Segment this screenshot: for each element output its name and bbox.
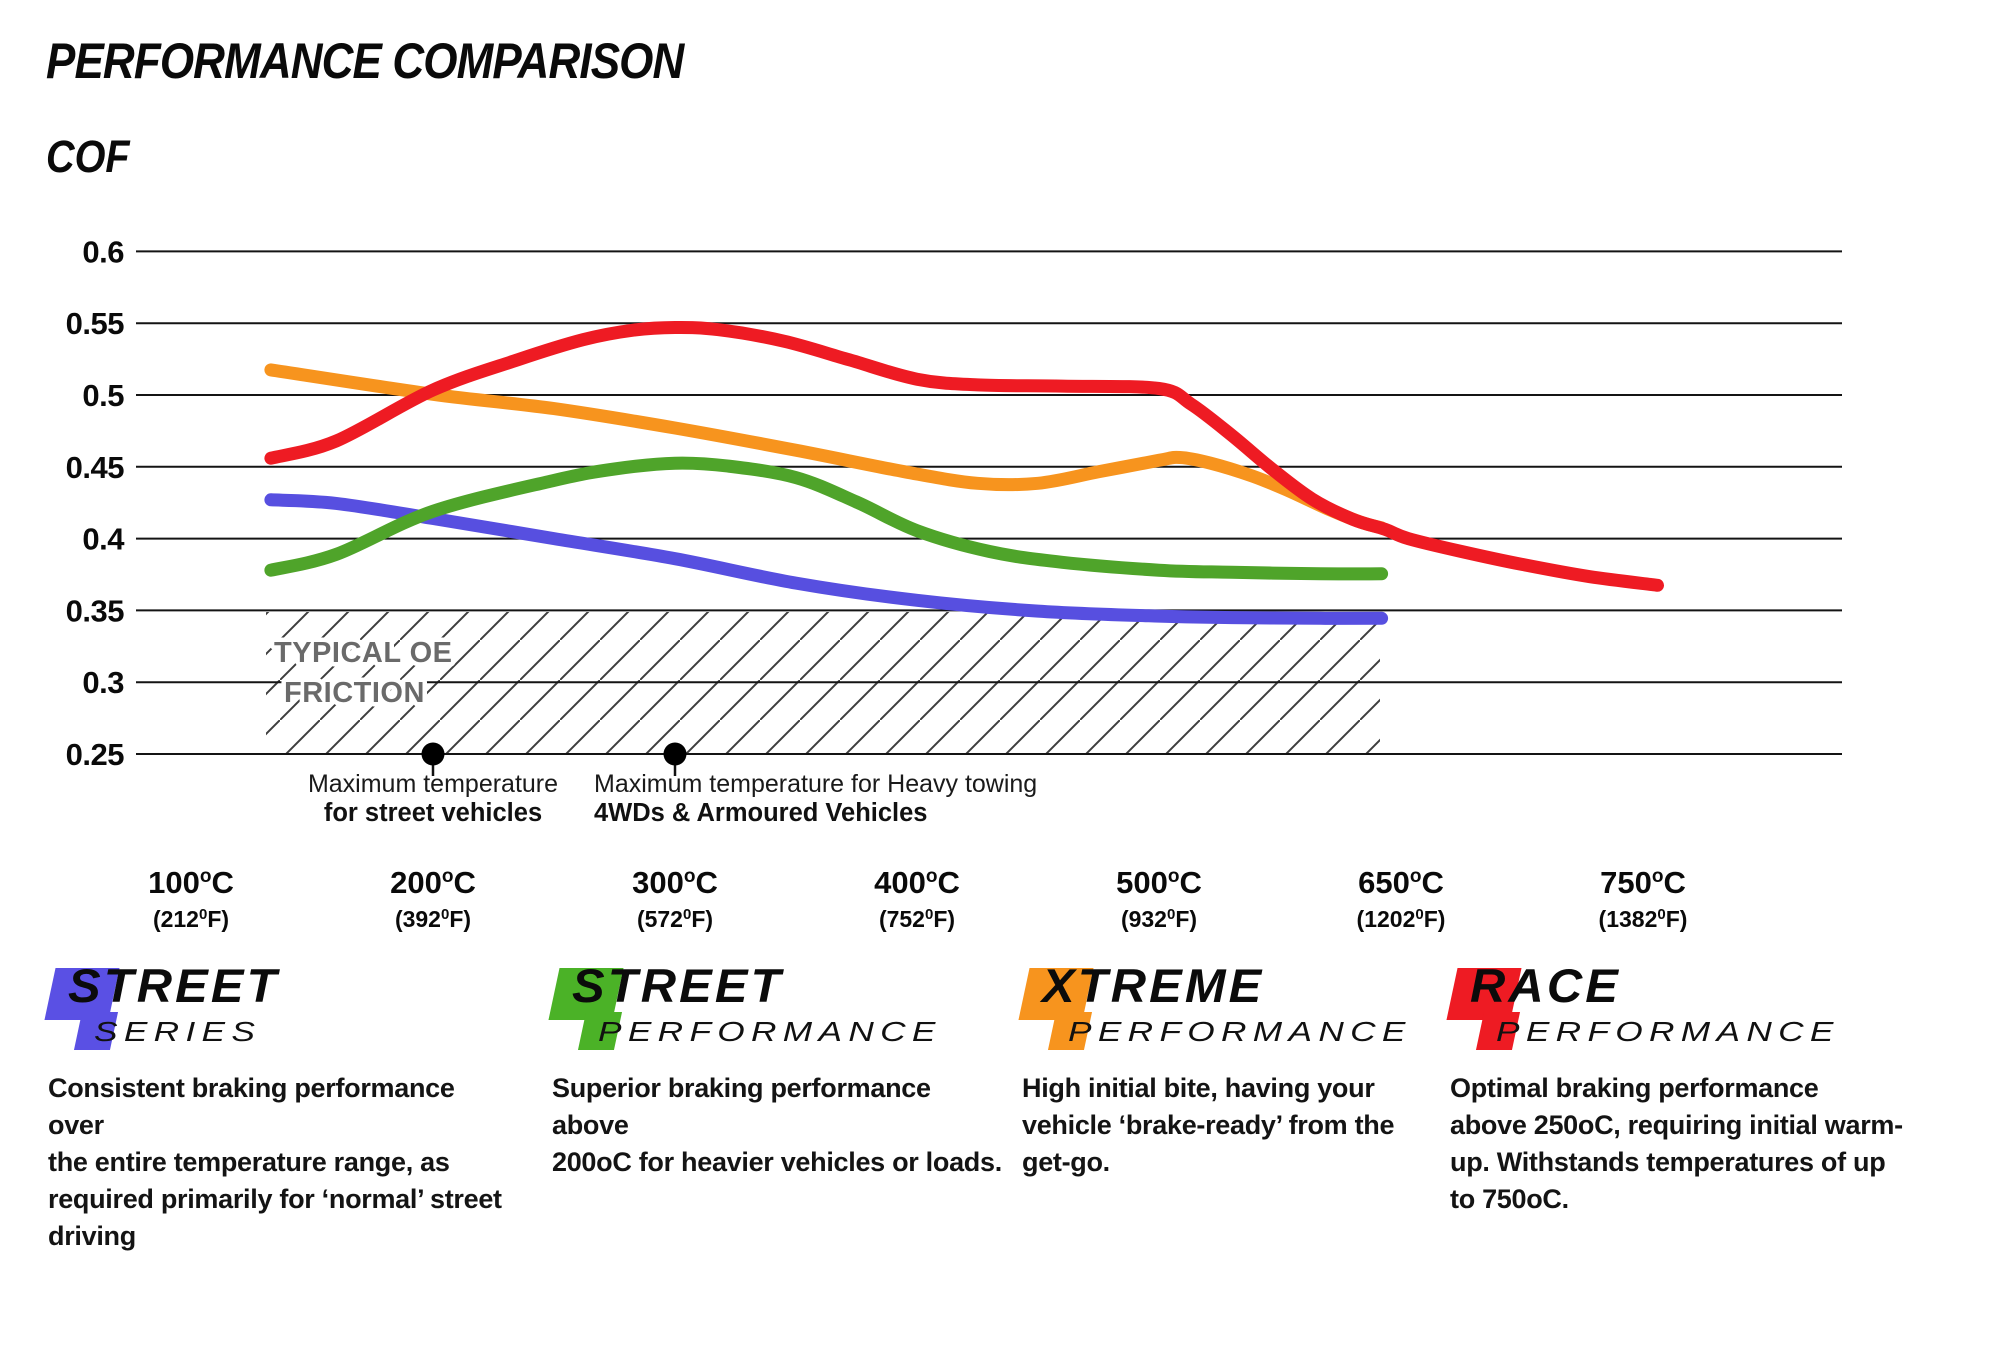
x-tick-label-celsius: 400oC (874, 865, 960, 900)
marker-annotation-line1: Maximum temperature (308, 770, 558, 798)
legend-subtitle: PERFORMANCE (598, 1016, 942, 1047)
legend-description: High initial bite, having your vehicle ‘… (1022, 1073, 1395, 1177)
y-tick-label: 0.4 (82, 522, 125, 557)
y-tick-label: 0.55 (66, 306, 125, 341)
legend-title: STREET (68, 959, 280, 1012)
x-tick-label-fahrenheit: (2120F) (153, 906, 229, 932)
y-axis-title: COF (46, 131, 130, 182)
x-tick-label-celsius: 750oC (1600, 865, 1686, 900)
legend-item-street-series: STREET SERIES Consistent braking perform… (44, 962, 526, 1255)
x-tick-label-fahrenheit: (7520F) (879, 906, 955, 932)
x-tick-label-celsius: 200oC (390, 865, 476, 900)
y-tick-label: 0.35 (66, 593, 125, 628)
legend-item-street-performance: STREET PERFORMANCE Superior braking perf… (548, 962, 1030, 1181)
x-tick-label-celsius: 650oC (1358, 865, 1444, 900)
y-tick-label: 0.5 (82, 378, 124, 413)
legend-description: Optimal braking performance above 250oC,… (1450, 1073, 1903, 1214)
x-tick-label-fahrenheit: (12020F) (1357, 906, 1446, 932)
x-tick-label-fahrenheit: (3920F) (395, 906, 471, 932)
y-tick-label: 0.25 (66, 737, 125, 772)
race-performance-logo: RACE PERFORMANCE (1446, 962, 1928, 1064)
cof-line-chart: 0.6 0.55 0.5 0.45 0.4 0.35 0.3 0.25 TYPICAL OE FR… (66, 234, 1842, 932)
legend-description: Superior braking performance above 200oC… (552, 1073, 1002, 1177)
x-tick-label-fahrenheit: (5720F) (637, 906, 713, 932)
x-tick-label-celsius: 500oC (1116, 865, 1202, 900)
curve-race-performance (264, 320, 1664, 592)
marker-dot (421, 742, 445, 766)
curve-street-performance (264, 456, 1389, 581)
curve-street-series (264, 493, 1389, 625)
y-tick-label: 0.6 (82, 234, 124, 269)
legend-item-xtreme-performance: XTREME PERFORMANCE High initial bite, ha… (1018, 962, 1500, 1181)
y-tick-label: 0.45 (66, 450, 125, 485)
xtreme-performance-logo: XTREME PERFORMANCE (1018, 962, 1500, 1064)
marker-dot (663, 742, 687, 766)
x-tick-label-celsius: 100oC (148, 865, 234, 900)
typical-oe-friction-label: FRICTION (284, 677, 425, 709)
legend-item-race-performance: RACE PERFORMANCE Optimal braking perform… (1446, 962, 1928, 1218)
typical-oe-friction-label: TYPICAL OE (274, 637, 453, 669)
marker-annotation-line2: 4WDs & Armoured Vehicles (594, 799, 928, 827)
x-tick-label-fahrenheit: (13820F) (1599, 906, 1688, 932)
street-performance-logo: STREET PERFORMANCE (548, 962, 1030, 1064)
x-tick-label-celsius: 300oC (632, 865, 718, 900)
x-tick-label-fahrenheit: (9320F) (1121, 906, 1197, 932)
legend-subtitle: PERFORMANCE (1068, 1016, 1412, 1047)
legend-title: RACE (1470, 959, 1621, 1012)
page-title: PERFORMANCE COMPARISON (46, 33, 684, 89)
legend-subtitle: SERIES (94, 1016, 262, 1047)
marker-annotation-line2: for street vehicles (324, 799, 542, 827)
curve-xtreme-performance (264, 363, 1389, 535)
legend-subtitle: PERFORMANCE (1496, 1016, 1840, 1047)
y-tick-label: 0.3 (82, 665, 124, 700)
street-series-logo: STREET SERIES (44, 962, 526, 1064)
marker-annotation-line1: Maximum temperature for Heavy towing (594, 770, 1037, 798)
legend-title: XTREME (1042, 959, 1265, 1012)
legend-description: Consistent braking performance over the … (48, 1073, 502, 1251)
legend-title: STREET (572, 959, 784, 1012)
